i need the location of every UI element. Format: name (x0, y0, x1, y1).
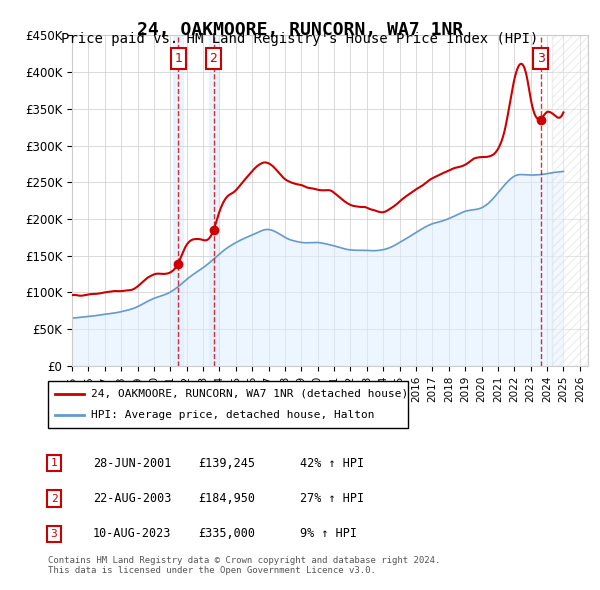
FancyBboxPatch shape (48, 381, 408, 428)
Text: HPI: Average price, detached house, Halton: HPI: Average price, detached house, Halt… (91, 409, 374, 419)
Text: 1: 1 (175, 52, 182, 65)
Text: £335,000: £335,000 (198, 527, 255, 540)
Text: Price paid vs. HM Land Registry's House Price Index (HPI): Price paid vs. HM Land Registry's House … (61, 32, 539, 47)
Text: 9% ↑ HPI: 9% ↑ HPI (300, 527, 357, 540)
Text: 1: 1 (50, 458, 58, 468)
Text: 24, OAKMOORE, RUNCORN, WA7 1NR: 24, OAKMOORE, RUNCORN, WA7 1NR (137, 21, 463, 39)
Text: Contains HM Land Registry data © Crown copyright and database right 2024.
This d: Contains HM Land Registry data © Crown c… (48, 556, 440, 575)
Text: 2: 2 (209, 52, 217, 65)
Text: 10-AUG-2023: 10-AUG-2023 (93, 527, 172, 540)
Bar (209, 35, 218, 366)
Text: 27% ↑ HPI: 27% ↑ HPI (300, 492, 364, 505)
Text: £139,245: £139,245 (198, 457, 255, 470)
Bar (552, 35, 588, 366)
Text: £184,950: £184,950 (198, 492, 255, 505)
Text: 24, OAKMOORE, RUNCORN, WA7 1NR (detached house): 24, OAKMOORE, RUNCORN, WA7 1NR (detached… (91, 389, 409, 399)
Text: 28-JUN-2001: 28-JUN-2001 (93, 457, 172, 470)
Bar (173, 35, 183, 366)
Text: 3: 3 (537, 52, 545, 65)
Text: 3: 3 (50, 529, 58, 539)
Text: 2: 2 (50, 494, 58, 503)
Text: 42% ↑ HPI: 42% ↑ HPI (300, 457, 364, 470)
Text: 22-AUG-2003: 22-AUG-2003 (93, 492, 172, 505)
